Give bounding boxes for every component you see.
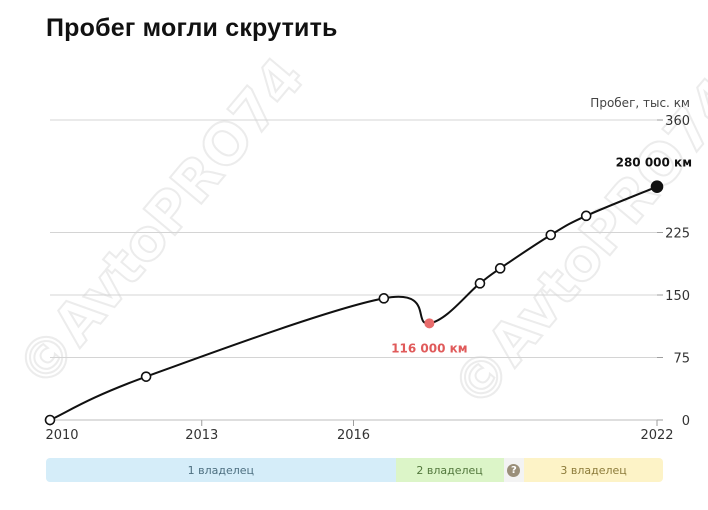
question-icon[interactable]: ?	[507, 463, 521, 477]
owner-label: 1 владелец	[187, 463, 255, 477]
x-tick-label: 2013	[185, 428, 218, 443]
data-point	[140, 371, 152, 382]
y-tick-label: 360	[665, 114, 690, 129]
x-axis: 2010 2013 2016 2022	[45, 420, 674, 443]
mileage-line	[49, 185, 658, 421]
page-title: Пробег могли скрутить	[46, 14, 338, 42]
data-point	[474, 278, 486, 289]
watermark-text: ©AvtoPRO74	[5, 46, 318, 401]
owner-segment: 2 владелец	[395, 458, 504, 482]
data-point	[580, 210, 592, 222]
data-point-low	[424, 318, 435, 329]
x-tick-label: 2016	[337, 428, 370, 443]
annotations: 116 000 км 280 000 км	[391, 156, 692, 356]
owners-bar: 1 владелец 2 владелец? 3 владелец	[46, 458, 663, 482]
y-tick-label: 0	[682, 414, 690, 429]
y-tick-label: 75	[673, 352, 690, 367]
data-points	[44, 180, 664, 426]
data-point	[44, 414, 56, 426]
annotation-current-mileage: 280 000 км	[616, 156, 692, 170]
data-point	[545, 229, 557, 241]
owner-segment: 3 владелец	[524, 458, 663, 482]
data-point-last	[650, 180, 664, 193]
y-tick-label: 150	[665, 289, 690, 304]
owner-label: 3 владелец	[560, 463, 627, 477]
y-axis: 0 75 150 225 360	[657, 114, 690, 429]
x-tick-label: 2022	[640, 428, 673, 443]
owner-label: 2 владелец	[416, 463, 483, 477]
data-point	[494, 263, 506, 274]
owner-segment-unknown[interactable]: ?	[503, 458, 525, 482]
y-tick-label: 225	[665, 227, 690, 242]
owner-segment: 1 владелец	[46, 458, 396, 482]
y-axis-label: Пробег, тыс. км	[590, 96, 690, 110]
data-point	[378, 293, 390, 304]
annotation-low-mileage: 116 000 км	[391, 341, 467, 355]
x-tick-label: 2010	[45, 428, 78, 443]
